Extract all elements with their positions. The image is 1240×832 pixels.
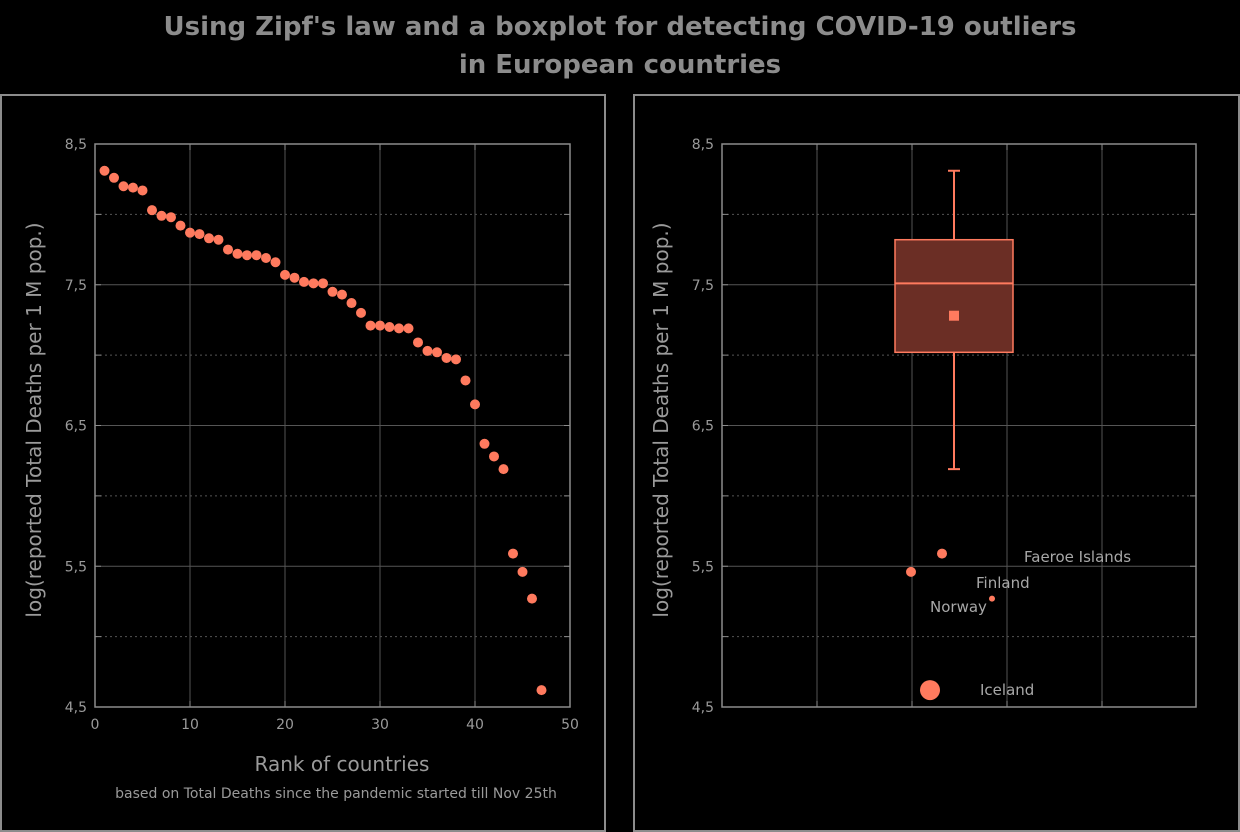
outlier-label: Iceland (980, 681, 1034, 699)
scatter-point (508, 548, 518, 559)
scatter-point (422, 345, 433, 356)
scatter-point (270, 257, 281, 268)
scatter-point (280, 269, 290, 280)
scatter-point (232, 248, 243, 259)
right-y-tick-label: 6,5 (692, 419, 714, 435)
scatter-point (394, 323, 404, 334)
left-y-tick-label: 4,5 (65, 700, 87, 716)
right-y-tick-label: 4,5 (692, 700, 714, 716)
scatter-point (261, 253, 271, 264)
left-x-tick-label: 30 (371, 717, 389, 733)
scatter-point (194, 229, 205, 240)
chart-title: Using Zipf's law and a boxplot for detec… (0, 8, 1240, 84)
left-x-tick-label: 40 (466, 717, 484, 733)
scatter-point (166, 212, 176, 223)
outlier-point (989, 595, 995, 602)
scatter-point (346, 298, 357, 309)
left-y-tick-label: 6,5 (65, 419, 87, 435)
left-y-tick-label: 7,5 (65, 278, 87, 294)
left-x-tick-label: 50 (561, 717, 579, 733)
scatter-point (536, 685, 547, 696)
right-y-tick-label: 8,5 (692, 137, 714, 153)
scatter-point (308, 278, 319, 289)
scatter-point (441, 352, 452, 363)
scatter-point (289, 272, 300, 283)
scatter-point (460, 375, 471, 386)
scatter-point (432, 347, 442, 358)
scatter-point (375, 320, 385, 331)
outlier-label: Faeroe Islands (1024, 548, 1131, 566)
scatter-point (223, 244, 233, 255)
outlier-label: Finland (976, 574, 1030, 592)
scatter-point (470, 399, 480, 410)
right-y-tick-label: 5,5 (692, 559, 714, 575)
scatter-point (356, 307, 366, 318)
chart-title-line-1: Using Zipf's law and a boxplot for detec… (163, 12, 1077, 42)
scatter-point (175, 220, 186, 231)
scatter-point (109, 172, 119, 183)
outlier-point (937, 548, 947, 559)
interquartile-box (894, 238, 1014, 354)
scatter-point (384, 321, 395, 332)
scatter-point (451, 354, 461, 365)
zipf-scatter-panel (0, 94, 606, 832)
scatter-point (403, 323, 414, 334)
left-x-axis-label: Rank of countries (255, 752, 430, 776)
right-y-axis-label: log(reported Total Deaths per 1 M pop.) (649, 222, 673, 617)
scatter-point (156, 210, 167, 221)
outlier-label: Norway (930, 598, 987, 616)
scatter-point (213, 234, 224, 245)
scatter-point (118, 181, 129, 192)
outlier-point (920, 680, 940, 701)
left-x-tick-label: 20 (276, 717, 294, 733)
chart-title-line-2: in European countries (458, 50, 782, 80)
scatter-point (318, 278, 328, 289)
scatter-point (517, 566, 528, 577)
boxplot-panel (633, 94, 1240, 832)
scatter-point (413, 337, 423, 348)
scatter-point (99, 165, 110, 176)
scatter-point (527, 593, 537, 604)
scatter-point (251, 250, 262, 261)
left-x-tick-label: 0 (91, 717, 100, 733)
left-footnote: based on Total Deaths since the pandemic… (115, 786, 557, 802)
right-plot-area: 4,5 5,5 6,5 7,5 8,5 Faeroe Islands Finland Norw… (692, 137, 1197, 716)
scatter-point (498, 464, 509, 475)
scatter-point (147, 205, 157, 216)
scatter-point (299, 276, 309, 287)
scatter-point (137, 185, 148, 196)
right-y-tick-label: 7,5 (692, 278, 714, 294)
left-y-tick-label: 8,5 (65, 137, 87, 153)
scatter-point (128, 182, 138, 193)
scatter-point (185, 227, 195, 238)
outlier-point (906, 566, 916, 577)
left-plot-area: 0 10 20 30 40 50 4,5 5,5 6,5 7,5 8,5 (65, 137, 579, 733)
scatter-point (204, 233, 214, 244)
mean-marker (949, 310, 959, 321)
scatter-point (242, 250, 252, 261)
left-x-tick-label: 10 (181, 717, 199, 733)
scatter-point (365, 320, 376, 331)
scatter-point (479, 438, 490, 449)
left-y-axis-label: log(reported Total Deaths per 1 M pop.) (22, 222, 46, 617)
left-y-tick-label: 5,5 (65, 559, 87, 575)
scatter-point (337, 289, 347, 300)
scatter-point (489, 451, 499, 462)
scatter-point (327, 286, 338, 297)
